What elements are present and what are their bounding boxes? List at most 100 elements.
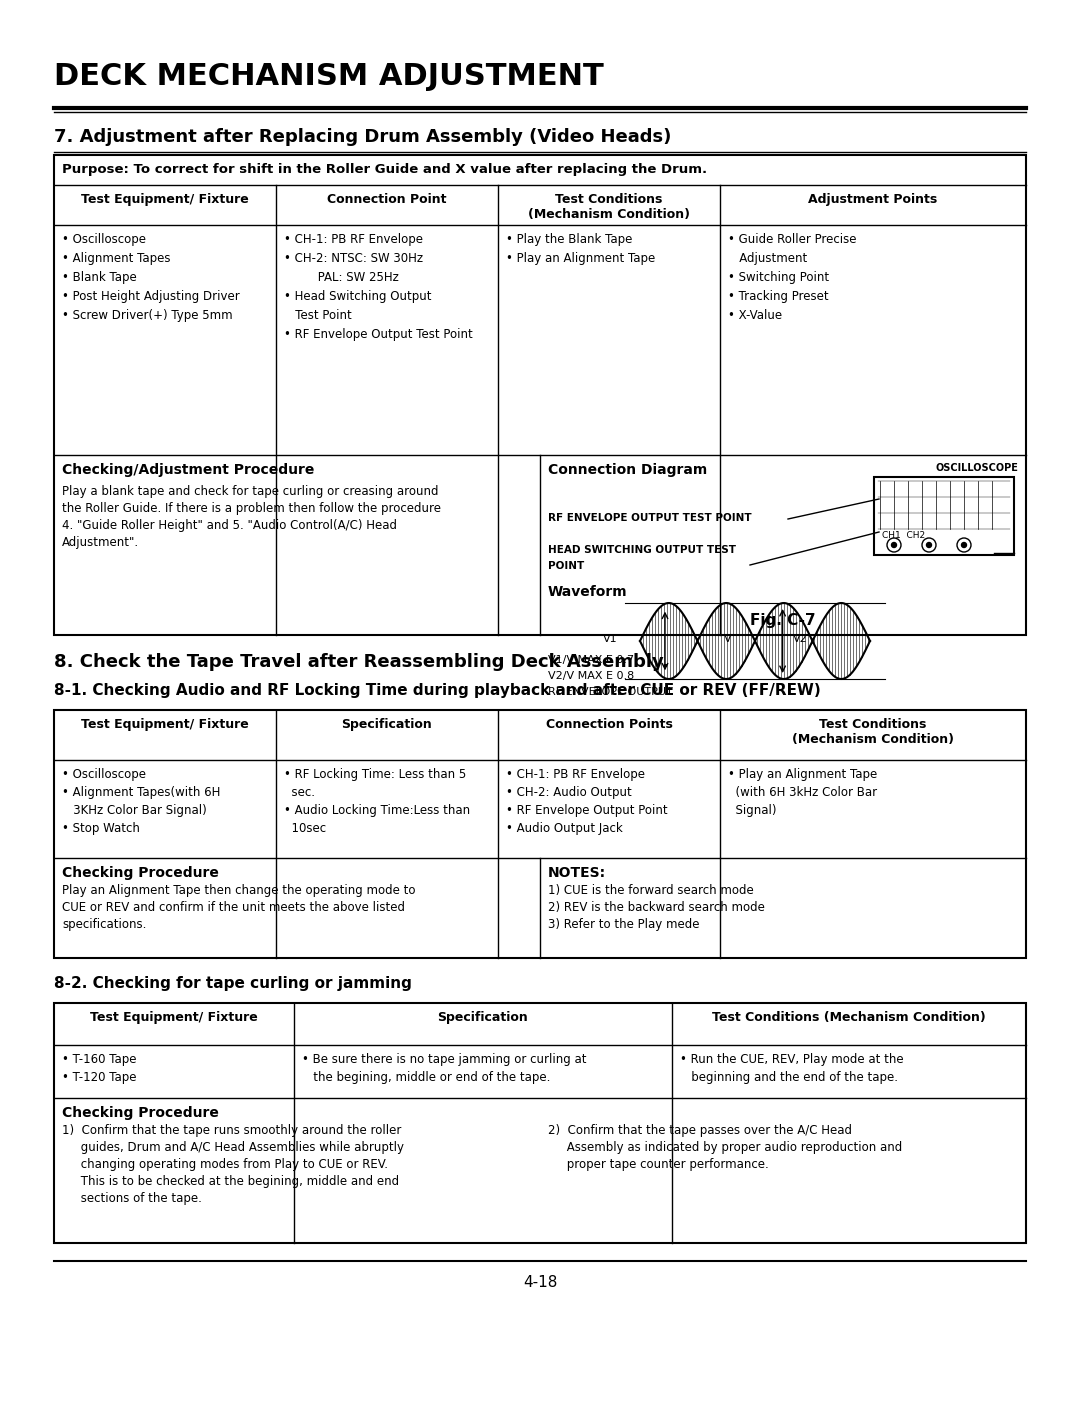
Text: PAL: SW 25Hz: PAL: SW 25Hz — [284, 271, 399, 284]
Text: Test Conditions (Mechanism Condition): Test Conditions (Mechanism Condition) — [712, 1012, 986, 1024]
Text: Assembly as indicated by proper audio reproduction and: Assembly as indicated by proper audio re… — [548, 1141, 902, 1154]
Text: Test Equipment/ Fixture: Test Equipment/ Fixture — [81, 718, 248, 731]
Text: • X-Value: • X-Value — [728, 309, 782, 322]
Text: 8-1. Checking Audio and RF Locking Time during playback and after CUE or REV (FF: 8-1. Checking Audio and RF Locking Time … — [54, 683, 821, 698]
Bar — [54, 710, 1026, 958]
Text: RF ENVELOPE OUTPUT: RF ENVELOPE OUTPUT — [548, 687, 673, 697]
Text: • Blank Tape: • Blank Tape — [62, 271, 137, 284]
Text: Play an Alignment Tape then change the operating mode to: Play an Alignment Tape then change the o… — [62, 884, 416, 896]
Text: Test Equipment/ Fixture: Test Equipment/ Fixture — [81, 192, 248, 207]
Bar — [874, 478, 1014, 555]
Text: • Alignment Tapes(with 6H: • Alignment Tapes(with 6H — [62, 785, 220, 799]
Bar — [54, 155, 1026, 635]
Text: HEAD SWITCHING OUTPUT TEST: HEAD SWITCHING OUTPUT TEST — [548, 545, 735, 555]
Text: the begining, middle or end of the tape.: the begining, middle or end of the tape. — [302, 1071, 551, 1085]
Text: • CH-1: PB RF Envelope: • CH-1: PB RF Envelope — [507, 769, 645, 781]
Text: • Play an Alignment Tape: • Play an Alignment Tape — [507, 251, 656, 266]
Text: Waveform: Waveform — [548, 584, 627, 599]
Text: 8. Check the Tape Travel after Reassembling Deck Assembly.: 8. Check the Tape Travel after Reassembl… — [54, 653, 669, 672]
Text: 1) CUE is the forward search mode: 1) CUE is the forward search mode — [548, 884, 754, 896]
Text: 3) Refer to the Play mede: 3) Refer to the Play mede — [548, 917, 700, 932]
Text: Specification: Specification — [437, 1012, 528, 1024]
Text: Specification: Specification — [341, 718, 432, 731]
Text: OSCILLOSCOPE: OSCILLOSCOPE — [935, 464, 1018, 473]
Text: • CH-2: Audio Output: • CH-2: Audio Output — [507, 785, 632, 799]
Text: • T-120 Tape: • T-120 Tape — [62, 1071, 136, 1085]
Text: CH1  CH2: CH1 CH2 — [882, 531, 926, 540]
Text: CUE or REV and confirm if the unit meets the above listed: CUE or REV and confirm if the unit meets… — [62, 901, 405, 915]
Text: 2)  Confirm that the tape passes over the A/C Head: 2) Confirm that the tape passes over the… — [548, 1124, 852, 1137]
Text: • CH-1: PB RF Envelope: • CH-1: PB RF Envelope — [284, 233, 423, 246]
Text: • RF Envelope Output Point: • RF Envelope Output Point — [507, 804, 667, 816]
Text: 8-2. Checking for tape curling or jamming: 8-2. Checking for tape curling or jammin… — [54, 976, 411, 991]
Text: Checking Procedure: Checking Procedure — [62, 865, 219, 880]
Text: • RF Envelope Output Test Point: • RF Envelope Output Test Point — [284, 327, 473, 341]
Text: RF ENVELOPE OUTPUT TEST POINT: RF ENVELOPE OUTPUT TEST POINT — [548, 513, 752, 523]
Text: V1/V MAX E 0.7: V1/V MAX E 0.7 — [548, 655, 634, 665]
Text: Connection Point: Connection Point — [327, 192, 447, 207]
Text: • Play the Blank Tape: • Play the Blank Tape — [507, 233, 633, 246]
Text: • Switching Point: • Switching Point — [728, 271, 829, 284]
Text: V2/V MAX E 0.8: V2/V MAX E 0.8 — [548, 672, 634, 681]
Text: Purpose: To correct for shift in the Roller Guide and X value after replacing th: Purpose: To correct for shift in the Rol… — [62, 163, 707, 176]
Text: • Alignment Tapes: • Alignment Tapes — [62, 251, 171, 266]
Text: Test Point: Test Point — [284, 309, 352, 322]
Text: 10sec: 10sec — [284, 822, 326, 835]
Text: Fig. C-7: Fig. C-7 — [751, 613, 815, 628]
Text: Signal): Signal) — [728, 804, 777, 816]
Text: • Oscilloscope: • Oscilloscope — [62, 233, 146, 246]
Text: • Tracking Preset: • Tracking Preset — [728, 289, 828, 303]
Text: • Oscilloscope: • Oscilloscope — [62, 769, 146, 781]
Text: 4. "Guide Roller Height" and 5. "Audio Control(A/C) Head: 4. "Guide Roller Height" and 5. "Audio C… — [62, 518, 397, 532]
Text: • Audio Output Jack: • Audio Output Jack — [507, 822, 623, 835]
Text: changing operating modes from Play to CUE or REV.: changing operating modes from Play to CU… — [62, 1158, 388, 1170]
Text: • Stop Watch: • Stop Watch — [62, 822, 140, 835]
Text: specifications.: specifications. — [62, 917, 147, 932]
Text: V2: V2 — [793, 634, 808, 643]
Text: V1: V1 — [603, 634, 618, 643]
Text: DECK MECHANISM ADJUSTMENT: DECK MECHANISM ADJUSTMENT — [54, 62, 604, 91]
Text: This is to be checked at the begining, middle and end: This is to be checked at the begining, m… — [62, 1175, 400, 1189]
Text: Adjustment".: Adjustment". — [62, 535, 139, 549]
Text: guides, Drum and A/C Head Assemblies while abruptly: guides, Drum and A/C Head Assemblies whi… — [62, 1141, 404, 1154]
Circle shape — [961, 542, 967, 548]
Text: Connection Points: Connection Points — [545, 718, 673, 731]
Text: sec.: sec. — [284, 785, 315, 799]
Text: V: V — [724, 634, 731, 643]
Text: Checking/Adjustment Procedure: Checking/Adjustment Procedure — [62, 464, 314, 478]
Text: Adjustment Points: Adjustment Points — [808, 192, 937, 207]
Text: • T-160 Tape: • T-160 Tape — [62, 1052, 136, 1066]
Circle shape — [927, 542, 931, 548]
Text: Test Conditions
(Mechanism Condition): Test Conditions (Mechanism Condition) — [792, 718, 954, 746]
Text: 4-18: 4-18 — [523, 1274, 557, 1290]
Circle shape — [891, 542, 896, 548]
Text: • Play an Alignment Tape: • Play an Alignment Tape — [728, 769, 877, 781]
Text: 7. Adjustment after Replacing Drum Assembly (Video Heads): 7. Adjustment after Replacing Drum Assem… — [54, 128, 672, 146]
Text: • RF Locking Time: Less than 5: • RF Locking Time: Less than 5 — [284, 769, 467, 781]
Text: • Post Height Adjusting Driver: • Post Height Adjusting Driver — [62, 289, 240, 303]
Text: (with 6H 3kHz Color Bar: (with 6H 3kHz Color Bar — [728, 785, 877, 799]
Text: Connection Diagram: Connection Diagram — [548, 464, 707, 478]
Text: • Be sure there is no tape jamming or curling at: • Be sure there is no tape jamming or cu… — [302, 1052, 586, 1066]
Text: POINT: POINT — [548, 561, 584, 570]
Text: 3KHz Color Bar Signal): 3KHz Color Bar Signal) — [62, 804, 206, 816]
Text: proper tape counter performance.: proper tape counter performance. — [548, 1158, 769, 1170]
Text: beginning and the end of the tape.: beginning and the end of the tape. — [680, 1071, 897, 1085]
Text: • Screw Driver(+) Type 5mm: • Screw Driver(+) Type 5mm — [62, 309, 232, 322]
Text: NOTES:: NOTES: — [548, 865, 606, 880]
Text: • Run the CUE, REV, Play mode at the: • Run the CUE, REV, Play mode at the — [680, 1052, 904, 1066]
Text: • Head Switching Output: • Head Switching Output — [284, 289, 432, 303]
Text: Checking Procedure: Checking Procedure — [62, 1106, 219, 1120]
Text: sections of the tape.: sections of the tape. — [62, 1191, 202, 1205]
Text: Test Conditions
(Mechanism Condition): Test Conditions (Mechanism Condition) — [528, 192, 690, 221]
Text: the Roller Guide. If there is a problem then follow the procedure: the Roller Guide. If there is a problem … — [62, 502, 441, 516]
Text: Test Equipment/ Fixture: Test Equipment/ Fixture — [90, 1012, 258, 1024]
Text: • Guide Roller Precise: • Guide Roller Precise — [728, 233, 856, 246]
Text: • CH-2: NTSC: SW 30Hz: • CH-2: NTSC: SW 30Hz — [284, 251, 423, 266]
Text: • Audio Locking Time:Less than: • Audio Locking Time:Less than — [284, 804, 470, 816]
Bar — [54, 1003, 1026, 1243]
Text: Adjustment: Adjustment — [728, 251, 807, 266]
Text: 1)  Confirm that the tape runs smoothly around the roller: 1) Confirm that the tape runs smoothly a… — [62, 1124, 402, 1137]
Text: Play a blank tape and check for tape curling or creasing around: Play a blank tape and check for tape cur… — [62, 485, 438, 497]
Text: 2) REV is the backward search mode: 2) REV is the backward search mode — [548, 901, 765, 915]
